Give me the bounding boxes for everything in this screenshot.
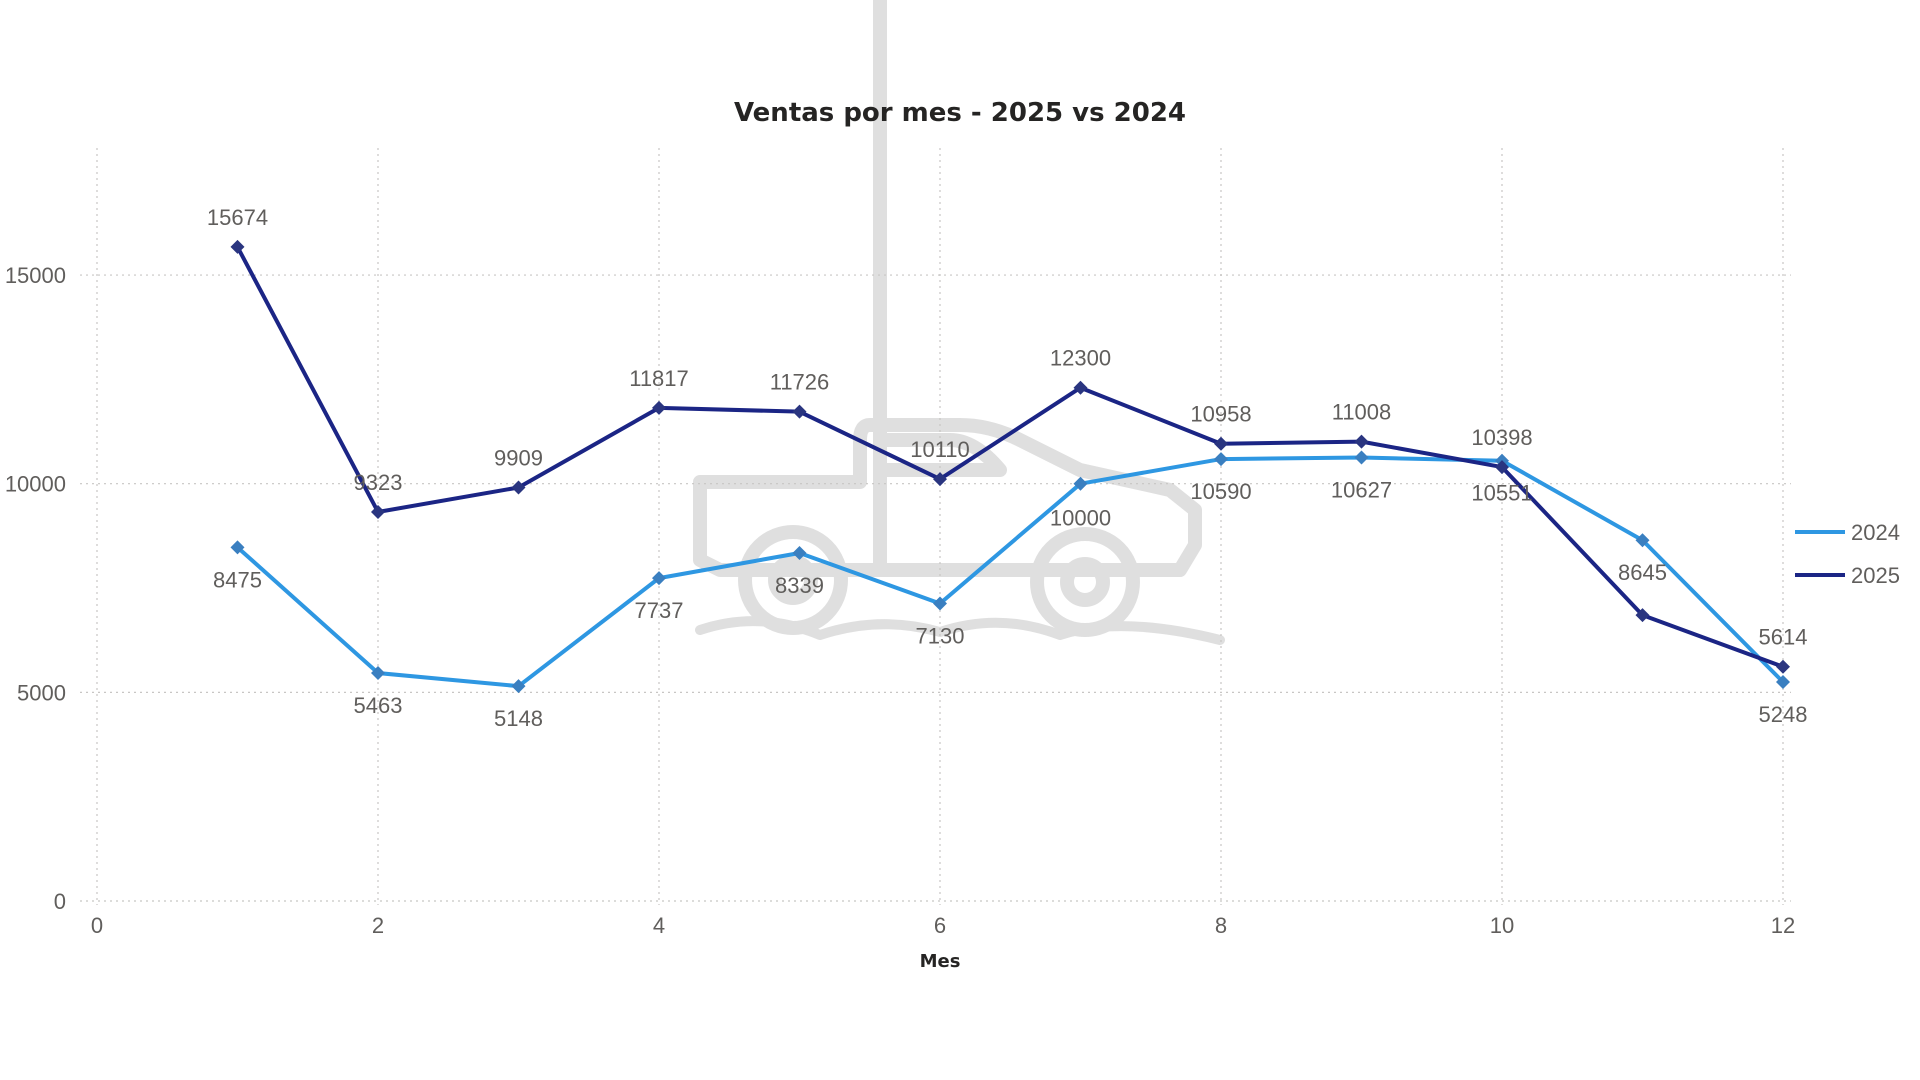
data-label: 15674 [207, 205, 268, 230]
data-label: 9909 [494, 445, 543, 470]
y-tick-label: 5000 [17, 680, 66, 705]
x-axis-title: Mes [920, 951, 961, 972]
data-label: 10110 [910, 437, 970, 462]
marker-diamond-icon[interactable] [1635, 533, 1650, 548]
marker-diamond-icon[interactable] [371, 504, 385, 519]
data-label: 9323 [354, 470, 403, 495]
marker-diamond-icon[interactable] [933, 596, 947, 611]
x-axis-ticks: 0 2 4 6 8 10 12 [91, 913, 1795, 938]
data-label: 8339 [775, 573, 824, 598]
data-label: 11726 [770, 370, 830, 395]
marker-diamond-icon[interactable] [1495, 460, 1509, 475]
data-label: 5463 [354, 693, 403, 718]
data-labels: 8475 5463 5148 7737 8339 7130 10000 10590 10627 1… [207, 205, 1808, 731]
line-2025[interactable] [235, 245, 1784, 669]
marker-diamond-icon[interactable] [792, 546, 807, 561]
marker-diamond-icon[interactable] [933, 472, 947, 487]
legend-label-2025: 2025 [1851, 563, 1900, 588]
marker-diamond-icon[interactable] [511, 480, 526, 495]
chart-title: Ventas por mes - 2025 vs 2024 [734, 98, 1186, 128]
series-2024[interactable] [230, 450, 1791, 694]
y-axis-ticks: 0 5000 10000 15000 [5, 263, 66, 914]
marker-diamond-icon[interactable] [230, 239, 245, 254]
y-tick-label: 10000 [5, 472, 66, 497]
legend-label-2024: 2024 [1851, 520, 1900, 545]
y-tick-label: 0 [54, 889, 66, 914]
marker-diamond-icon[interactable] [1354, 450, 1369, 465]
marker-diamond-icon[interactable] [652, 571, 666, 586]
legend: 2024 2025 [1795, 520, 1900, 588]
y-tick-label: 15000 [5, 263, 66, 288]
data-label: 10590 [1190, 479, 1251, 504]
truck-watermark-icon [693, 0, 1225, 645]
data-label: 8645 [1618, 560, 1667, 585]
marker-diamond-icon[interactable] [652, 400, 666, 415]
data-label: 11008 [1332, 400, 1392, 425]
data-label: 10958 [1190, 402, 1251, 427]
data-label: 10551 [1471, 481, 1532, 506]
x-tick-label: 4 [653, 913, 665, 938]
x-tick-label: 12 [1771, 913, 1795, 938]
data-label: 5148 [494, 706, 543, 731]
legend-item-2025[interactable]: 2025 [1795, 563, 1900, 588]
data-label: 10398 [1471, 425, 1532, 450]
data-label: 7130 [916, 623, 965, 648]
x-tick-label: 0 [91, 913, 103, 938]
legend-item-2024[interactable]: 2024 [1795, 520, 1900, 545]
series-lines [230, 239, 1791, 694]
data-label: 12300 [1050, 346, 1111, 371]
marker-diamond-icon[interactable] [1354, 434, 1369, 449]
marker-diamond-icon[interactable] [1073, 380, 1088, 395]
x-tick-label: 2 [372, 913, 384, 938]
marker-diamond-icon[interactable] [792, 404, 807, 419]
data-label: 5248 [1759, 702, 1808, 727]
line-2024[interactable] [236, 455, 1785, 689]
marker-diamond-icon[interactable] [1776, 675, 1790, 690]
x-tick-label: 8 [1215, 913, 1227, 938]
data-label: 10000 [1050, 506, 1111, 531]
data-label: 11817 [629, 366, 689, 391]
data-label: 7737 [635, 598, 684, 623]
marker-diamond-icon[interactable] [1073, 476, 1088, 491]
marker-diamond-icon[interactable] [230, 540, 245, 555]
marker-diamond-icon[interactable] [511, 679, 526, 694]
data-label: 5614 [1759, 625, 1808, 650]
data-label: 10627 [1331, 478, 1392, 503]
marker-diamond-icon[interactable] [1635, 608, 1650, 623]
marker-diamond-icon[interactable] [1776, 659, 1790, 674]
marker-diamond-icon[interactable] [1214, 452, 1228, 467]
marker-diamond-icon[interactable] [1214, 436, 1228, 451]
series-2025[interactable] [230, 239, 1791, 674]
gridlines [80, 148, 1791, 905]
data-label: 8475 [213, 567, 262, 592]
marker-diamond-icon[interactable] [371, 666, 385, 681]
x-tick-label: 10 [1490, 913, 1514, 938]
x-tick-label: 6 [934, 913, 946, 938]
